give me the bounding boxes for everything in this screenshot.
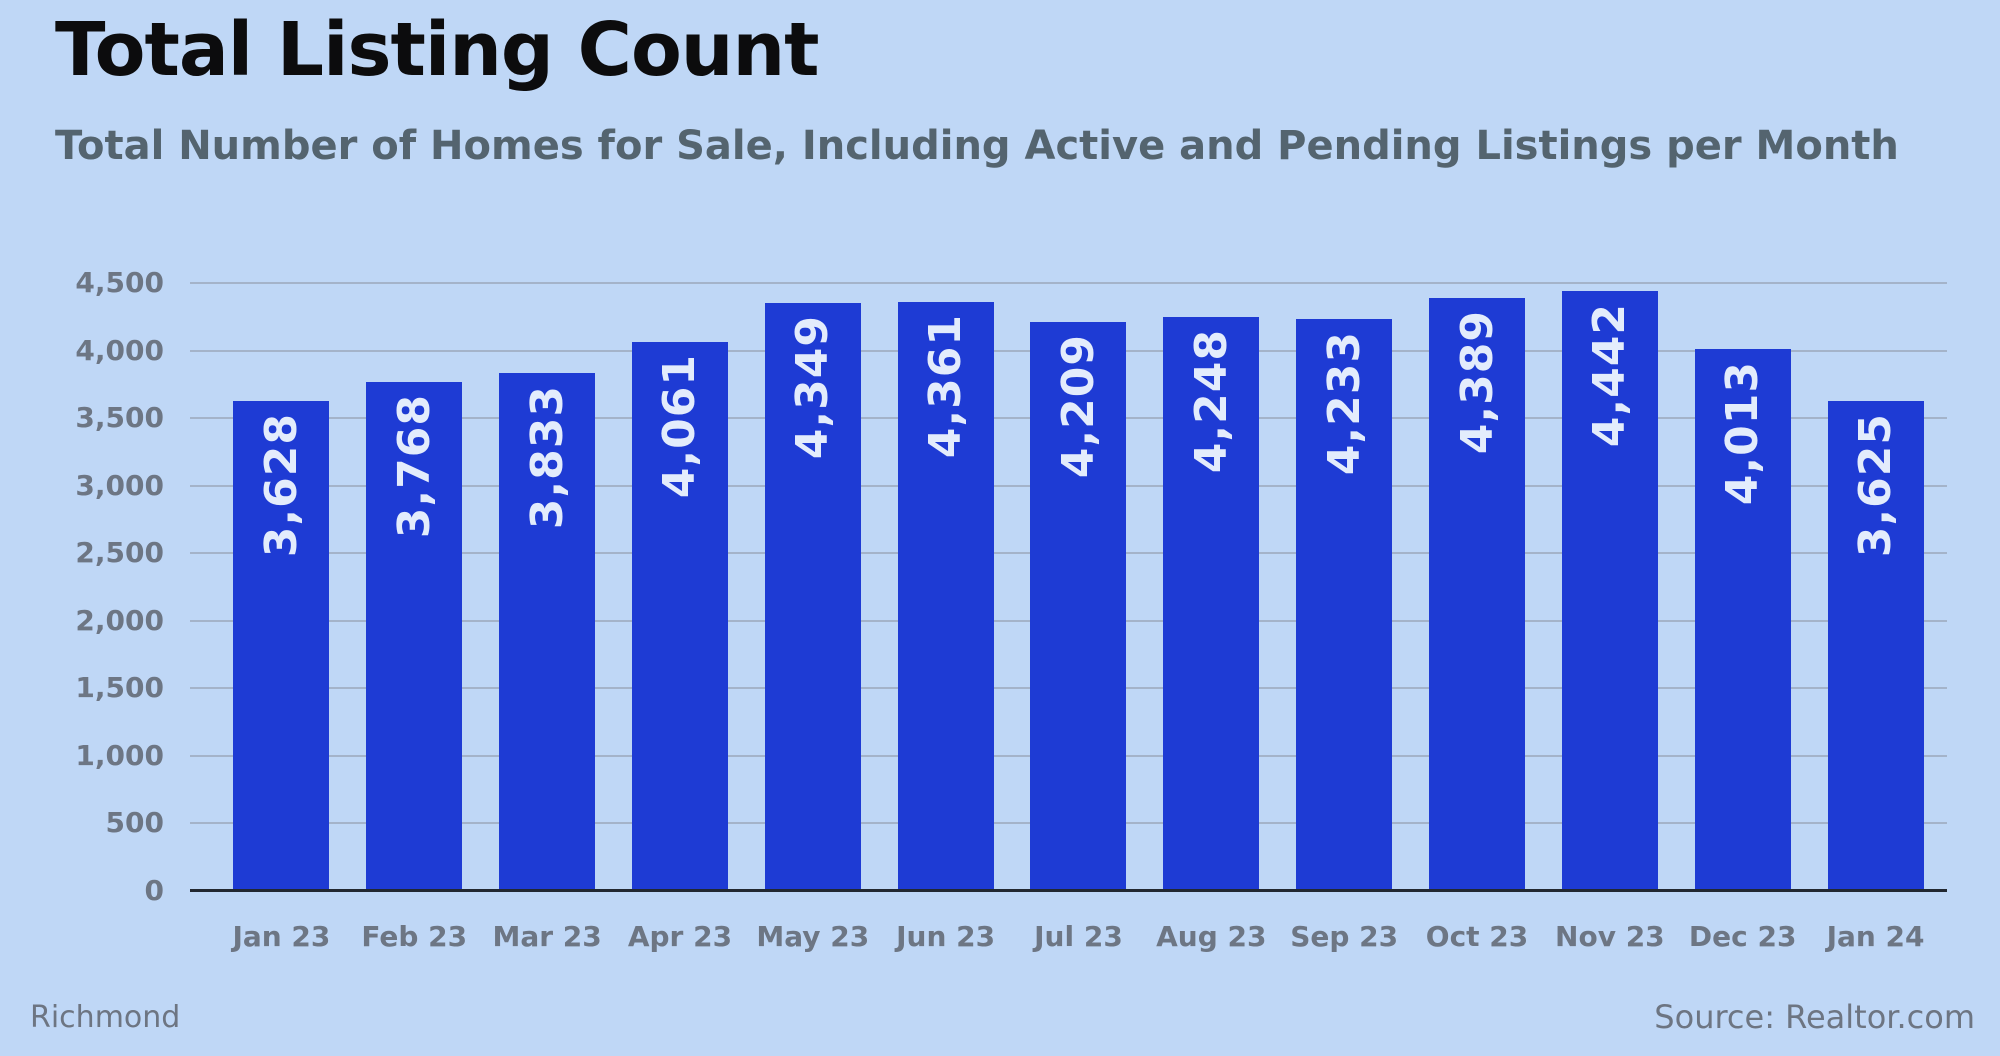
bar-slot: 4,209	[1012, 283, 1145, 891]
bar-oct-23: 4,389	[1429, 298, 1526, 891]
bar-slot: 3,628	[215, 283, 348, 891]
bar-value-label: 4,389	[1451, 310, 1503, 455]
bar-apr-23: 4,061	[631, 342, 728, 891]
bar-value-label: 3,628	[255, 412, 307, 558]
bar-mar-23: 3,833	[499, 373, 596, 891]
plot-area: 0 500 1,000 1,500 2,000 2,500 3,000 3,500 4,000 4…	[75, 269, 1947, 905]
bar-value-label: 4,361	[920, 313, 972, 458]
x-axis-row: Jan 23 Feb 23 Mar 23 Apr 23 May 23 Jun 23 Jul …	[190, 920, 1947, 954]
bar-sep-23: 4,233	[1296, 319, 1393, 891]
page-subtitle: Total Number of Homes for Sale, Includin…	[55, 123, 1899, 169]
bar-value-label: 4,061	[654, 354, 706, 499]
bar-value-label: 3,833	[521, 385, 573, 530]
y-axis-tick-label: 3,500	[75, 401, 164, 435]
x-axis-label: Jul 23	[1034, 920, 1123, 953]
x-axis-label: Sep 23	[1290, 920, 1399, 953]
bar-slot: 3,833	[481, 283, 614, 891]
bar-may-23: 4,349	[764, 303, 861, 891]
x-axis-label: Mar 23	[492, 920, 602, 953]
bar-jan-24: 3,625	[1827, 401, 1924, 891]
x-axis-label: Apr 23	[627, 920, 733, 953]
x-axis-label: Jan 24	[1826, 920, 1925, 953]
bar-slot: 4,061	[614, 283, 747, 891]
bars-row: 3,628 3,768 3,833 4,061 4,349 4,361 4,209 4,248…	[190, 283, 1947, 891]
region-label: Richmond	[30, 1000, 181, 1035]
y-axis-tick-label: 500	[105, 806, 164, 840]
bar-slot: 4,442	[1543, 283, 1676, 891]
x-axis-label: Oct 23	[1425, 920, 1529, 953]
y-axis-tick-label: 1,500	[75, 671, 164, 705]
x-axis-label: Aug 23	[1156, 920, 1267, 953]
y-axis-tick-label: 4,500	[75, 266, 164, 299]
bar-jul-23: 4,209	[1030, 322, 1127, 891]
bar-slot: 3,768	[348, 283, 481, 891]
bar-nov-23: 4,442	[1561, 290, 1658, 891]
x-axis-label: Dec 23	[1688, 920, 1797, 953]
page-title: Total Listing Count	[55, 7, 820, 93]
bar-value-label: 3,625	[1850, 413, 1902, 558]
x-axis-label: Jun 23	[896, 920, 996, 953]
bar-slot: 3,625	[1809, 283, 1942, 891]
y-axis-tick-label: 4,000	[75, 333, 164, 367]
bar-jun-23: 4,361	[897, 301, 994, 891]
bar-aug-23: 4,248	[1163, 317, 1260, 891]
bar-feb-23: 3,768	[366, 381, 463, 891]
bar-slot: 4,389	[1411, 283, 1544, 891]
bar-value-label: 4,248	[1185, 329, 1237, 474]
x-axis-line	[190, 889, 1947, 892]
bar-value-label: 4,233	[1318, 331, 1370, 476]
bar-slot: 4,361	[879, 283, 1012, 891]
y-axis-tick-label: 1,000	[75, 738, 164, 772]
bar-slot: 4,233	[1278, 283, 1411, 891]
y-axis-tick-label: 2,500	[75, 536, 164, 570]
bar-value-label: 3,768	[388, 393, 440, 539]
y-axis-tick-label: 0	[144, 874, 164, 907]
y-axis-tick-label: 2,000	[75, 603, 164, 637]
bar-slot: 4,013	[1676, 283, 1809, 891]
y-axis-tick-label: 3,000	[75, 468, 164, 502]
x-axis-label: Jan 23	[232, 920, 331, 953]
x-axis-label: Feb 23	[361, 920, 468, 953]
bar-slot: 4,248	[1145, 283, 1278, 891]
bar-jan-23: 3,628	[233, 400, 330, 891]
bar-value-label: 4,013	[1717, 360, 1769, 505]
gridline	[190, 282, 1947, 284]
bar-value-label: 4,349	[787, 315, 839, 460]
x-axis-label: May 23	[756, 920, 870, 953]
bar-value-label: 4,209	[1052, 334, 1104, 479]
bar-dec-23: 4,013	[1694, 348, 1791, 891]
bar-slot: 4,349	[746, 283, 879, 891]
source-label: Source: Realtor.com	[1654, 998, 1975, 1036]
x-axis-label: Nov 23	[1555, 920, 1665, 953]
bar-value-label: 4,442	[1584, 302, 1636, 448]
